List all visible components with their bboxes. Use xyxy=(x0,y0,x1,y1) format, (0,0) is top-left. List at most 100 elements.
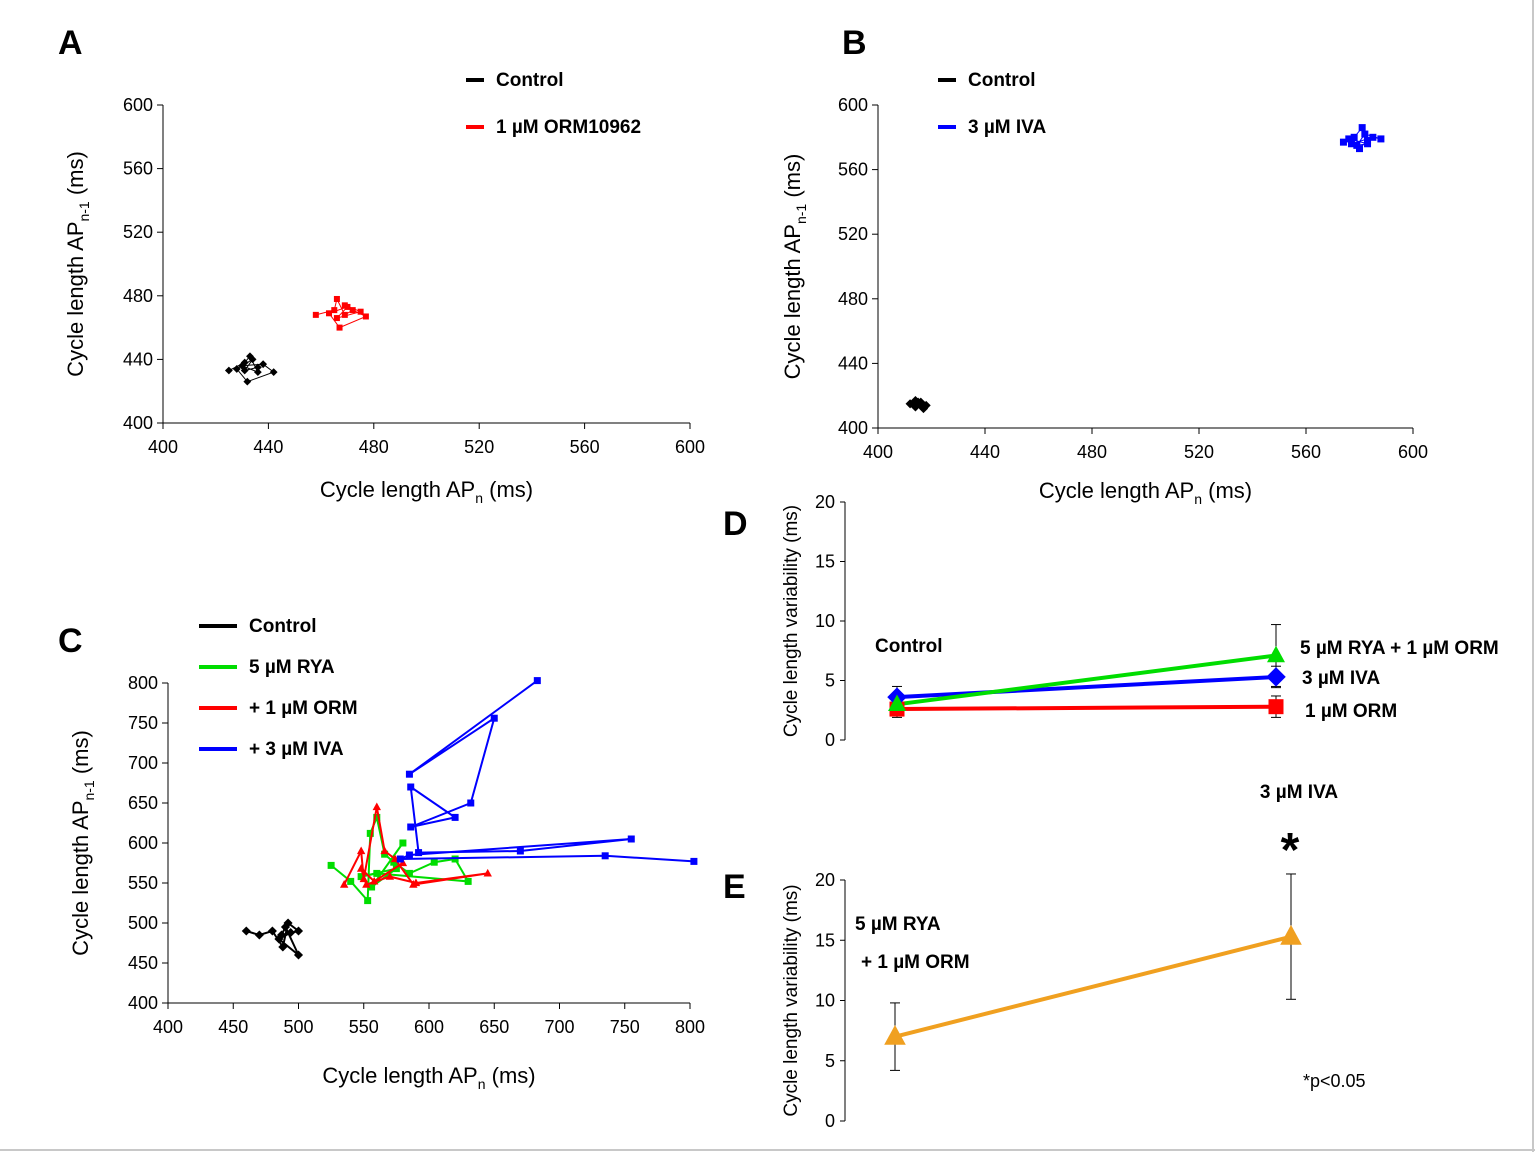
data-point xyxy=(627,835,635,843)
y-tick-label: 600 xyxy=(128,833,158,853)
x-tick-label: 520 xyxy=(464,437,494,457)
y-axis-label: Cycle length APn-1 (ms) xyxy=(63,151,92,377)
data-point xyxy=(464,877,472,885)
panel-letter-d: D xyxy=(723,505,748,543)
data-point xyxy=(254,930,264,940)
data-point xyxy=(1280,924,1302,945)
data-point xyxy=(372,802,381,811)
x-tick-label: 650 xyxy=(479,1017,509,1037)
y-tick-label: 440 xyxy=(838,353,868,373)
x-axis-label-subscript: n xyxy=(1194,491,1202,507)
data-point xyxy=(274,934,284,944)
x-tick-label: 700 xyxy=(544,1017,574,1037)
data-point xyxy=(333,315,340,322)
data-point xyxy=(373,813,381,821)
data-point xyxy=(405,770,413,778)
y-tick-label: 480 xyxy=(838,289,868,309)
data-point xyxy=(339,880,349,888)
x-tick-label: 440 xyxy=(253,437,283,457)
x-tick-label: 520 xyxy=(1184,442,1214,462)
y-tick-label: 520 xyxy=(123,222,153,242)
data-point xyxy=(396,855,404,863)
data-point xyxy=(451,813,459,821)
data-point xyxy=(341,311,348,318)
x-tick-label: 400 xyxy=(148,437,178,457)
x-tick-label: 480 xyxy=(1077,442,1107,462)
data-point xyxy=(385,872,395,880)
y-tick-label: 650 xyxy=(128,793,158,813)
y-tick-label: 550 xyxy=(128,873,158,893)
data-point xyxy=(356,864,366,872)
data-point xyxy=(333,295,340,302)
y-tick-label: 400 xyxy=(838,418,868,438)
data-point xyxy=(405,869,413,877)
data-point xyxy=(407,783,415,791)
data-point xyxy=(267,926,277,936)
x-axis-label-main: Cycle length AP xyxy=(320,477,475,502)
y-tick-label: 560 xyxy=(123,159,153,179)
data-point xyxy=(253,363,262,372)
y-tick-label: 600 xyxy=(838,95,868,115)
data-point xyxy=(243,377,252,386)
data-point xyxy=(241,926,251,936)
data-point xyxy=(336,324,343,331)
legend-label: 1 µM ORM10962 xyxy=(496,117,641,138)
data-point xyxy=(1345,135,1353,143)
y-axis-label-main: Cycle length AP xyxy=(68,801,93,956)
legend-label: Control xyxy=(496,70,564,91)
series-label: 5 µM RYA + 1 µM ORM xyxy=(1300,638,1499,659)
y-tick-label: 440 xyxy=(123,349,153,369)
x-tick-label: 750 xyxy=(610,1017,640,1037)
data-point xyxy=(364,897,372,905)
data-point xyxy=(356,846,366,855)
panel-letter-a: A xyxy=(58,24,83,62)
data-point xyxy=(516,847,524,855)
data-point xyxy=(283,918,293,928)
data-point xyxy=(430,858,438,866)
condition-label-line1: 5 µM RYA xyxy=(855,914,941,935)
y-tick-label: 10 xyxy=(815,611,835,631)
data-point xyxy=(253,368,262,377)
y-tick-label: 15 xyxy=(815,552,835,572)
data-point xyxy=(312,311,319,318)
data-point xyxy=(1358,124,1366,132)
data-point xyxy=(916,397,926,407)
x-tick-label: 800 xyxy=(675,1017,705,1037)
legend-label: Control xyxy=(968,70,1036,91)
y-axis-label-subscript: n-1 xyxy=(81,780,97,800)
x-tick-label: 560 xyxy=(1291,442,1321,462)
x-tick-label: 600 xyxy=(1398,442,1428,462)
data-point xyxy=(1353,141,1361,149)
data-point xyxy=(1361,130,1369,138)
y-axis-label-subscript: n-1 xyxy=(793,204,809,224)
x-axis-label-main: Cycle length AP xyxy=(1039,478,1194,503)
data-point xyxy=(349,307,356,314)
series-line xyxy=(896,704,1277,712)
data-point xyxy=(415,849,423,857)
y-tick-label: 500 xyxy=(128,913,158,933)
condition-label-line2: + 1 µM ORM xyxy=(861,952,970,973)
x-axis-label: Cycle length APn (ms) xyxy=(320,477,533,506)
data-point xyxy=(259,360,268,369)
legend-label: + 1 µM ORM xyxy=(249,698,358,719)
panel-d: 0 5 10 15 20 Cycle length variability (ms) Con… xyxy=(781,492,1499,750)
data-point xyxy=(362,313,369,320)
x-tick-label: 550 xyxy=(349,1017,379,1037)
y-axis-label: Cycle length APn-1 (ms) xyxy=(68,730,97,956)
y-tick-label: 400 xyxy=(128,993,158,1013)
y-axis-label: Cycle length variability (ms) xyxy=(781,505,802,737)
x-tick-label: 400 xyxy=(153,1017,183,1037)
y-tick-label: 450 xyxy=(128,953,158,973)
x-axis-label-tail: (ms) xyxy=(1202,478,1252,503)
data-point xyxy=(362,880,371,888)
y-tick-label: 560 xyxy=(838,160,868,180)
data-point xyxy=(326,310,333,317)
series-label: 3 µM IVA xyxy=(1302,668,1380,689)
data-point xyxy=(331,307,338,314)
data-point xyxy=(286,928,296,938)
x-tick-label: 480 xyxy=(359,437,389,457)
series-label: 1 µM ORM xyxy=(1305,701,1397,722)
data-point xyxy=(366,829,374,837)
data-point xyxy=(1347,140,1355,148)
